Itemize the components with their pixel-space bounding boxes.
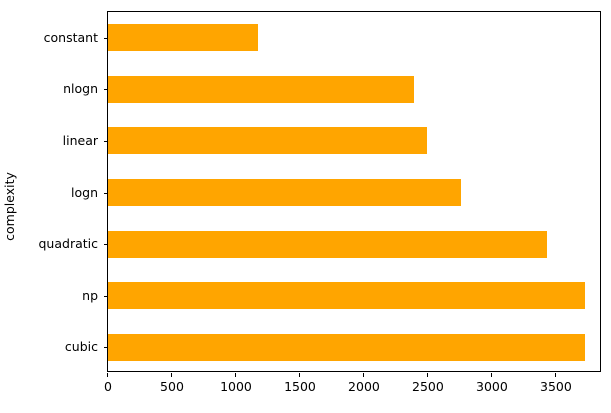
x-tick-label: 1500 [284, 379, 316, 394]
y-tick-mark [104, 192, 108, 194]
bar-quadratic [108, 230, 547, 258]
bar-logn [108, 179, 462, 206]
bar-np [108, 282, 585, 310]
x-tick-mark [107, 373, 109, 377]
bar-constant [108, 24, 259, 52]
x-tick-mark [555, 373, 557, 377]
y-tick-mark [104, 347, 108, 349]
x-tick-label: 500 [160, 379, 184, 394]
y-tick-mark [104, 244, 108, 246]
y-tick-label: linear [62, 132, 98, 148]
x-tick-mark [235, 373, 237, 377]
bar-cubic [108, 333, 586, 361]
y-tick-mark [104, 89, 108, 91]
x-tick-label: 2000 [348, 379, 380, 394]
x-tick-mark [427, 373, 429, 377]
y-tick-label: constant [43, 29, 98, 45]
bar-linear [108, 127, 428, 155]
plot-area: cubic np quadratic logn linear nlogn constant … [39, 11, 601, 394]
x-tick-label: 0 [104, 379, 112, 394]
x-tick-mark [299, 373, 301, 377]
y-tick-mark [104, 140, 108, 142]
bar-nlogn [108, 75, 414, 103]
x-tick-label: 1000 [220, 379, 252, 394]
y-tick-label: nlogn [63, 81, 98, 97]
y-tick-mark [104, 37, 108, 39]
bars-layer [108, 12, 600, 371]
y-tick-label: np [82, 287, 98, 303]
y-tick-mark [104, 295, 108, 297]
x-tick-label: 3500 [540, 379, 572, 394]
x-tick-label: 3000 [476, 379, 508, 394]
x-tick-mark [491, 373, 493, 377]
x-tick-mark [363, 373, 365, 377]
y-tick-label: cubic [64, 338, 98, 354]
x-tick-label: 2500 [412, 379, 444, 394]
x-tick-mark [171, 373, 173, 377]
y-tick-label: quadratic [38, 235, 99, 251]
y-tick-label: logn [71, 184, 98, 200]
